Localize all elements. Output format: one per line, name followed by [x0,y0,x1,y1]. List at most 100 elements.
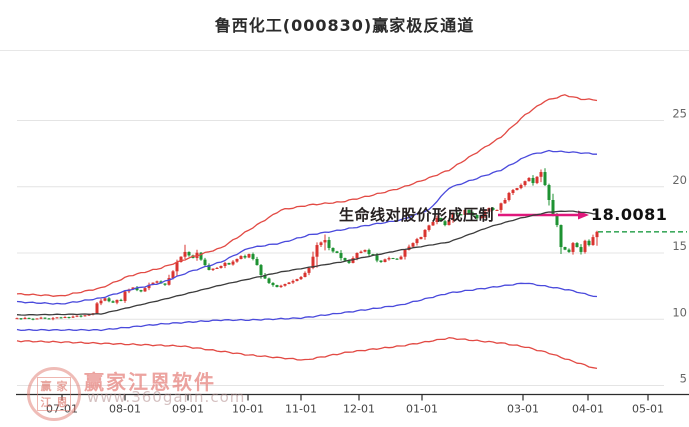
candle-up [315,245,319,257]
candle-down [379,260,383,263]
candle-down [271,282,275,286]
candle-up [403,249,407,257]
candle-up [519,185,523,189]
candle-down [31,318,35,320]
candle-up [299,276,303,280]
candle-up [167,278,171,285]
candle-up [143,288,147,292]
candle-up [231,261,235,265]
x-axis-tick-label: 11-01 [285,403,317,416]
y-axis-tick-label: 25 [672,107,687,121]
candle-down [263,274,267,279]
candle-down [491,207,495,210]
life-line-value-label: 18.0081 [591,205,668,224]
candle-up [411,243,415,247]
candle-up [151,282,155,285]
candle-up [39,317,43,319]
candle-down [547,185,551,200]
x-axis-tick-label: 12-01 [343,403,375,416]
seal-stamp-icon: 赢 家 江 恩 [27,367,81,421]
candle-down [163,283,167,285]
candle-up [63,316,67,318]
candle-down [475,214,479,219]
candle-down [375,255,379,261]
x-axis-tick-label: 08-01 [109,403,141,416]
candle-down [443,221,447,226]
channel-lines-layer [16,94,598,370]
candle-up [511,190,515,193]
candle-up [499,203,503,210]
candle-down [391,258,395,260]
candle-down [107,298,111,302]
candle-down [567,249,571,252]
candle-up [183,251,187,257]
candle-down [259,265,263,275]
candle-down [579,247,583,252]
y-axis-tick-label: 5 [680,372,687,386]
candle-up [323,240,327,243]
candle-up [171,271,175,279]
inner-upper-band [16,149,597,305]
candle-up [55,317,59,319]
candle-up [591,237,595,246]
candle-down [227,262,231,265]
candle-down [551,200,555,215]
candle-down [67,316,71,318]
candle-up [155,281,159,283]
life-line [16,210,598,316]
candle-down [555,214,559,226]
candle-up [351,258,355,263]
candle-up [319,242,323,246]
grid-layer: 25 20 15 10 5 [17,107,687,386]
candle-down [135,287,139,291]
candle-up [103,298,107,301]
candle-down [531,178,535,184]
page-title: 鲁西化工(000830)赢家极反通道 [214,16,475,35]
candle-down [559,225,563,248]
x-axis-tick-label: 10-01 [232,403,264,416]
candle-down [587,240,591,246]
candle-down [43,317,47,319]
candle-up [463,209,467,215]
candle-down [459,214,463,216]
candle-up [99,300,103,304]
seal-char: 家 [56,379,68,393]
candle-down [467,209,471,213]
y-axis-tick-label: 20 [672,173,687,187]
watermark-brand: 赢家江恩软件 [84,370,216,394]
candle-up [23,317,27,319]
candle-up [123,291,127,301]
candle-up [223,262,227,266]
candle-down [119,299,123,301]
candle-up [427,225,431,230]
inner-lower-band [16,282,598,332]
candle-down [327,240,331,248]
candle-up [211,268,215,270]
candle-up [431,221,435,226]
candle-up [147,284,151,289]
x-axis-tick-label: 09-01 [172,403,204,416]
candle-up [419,236,423,240]
candle-up [279,285,283,288]
candle-up [179,256,183,263]
candle-down [251,254,255,259]
x-axis-tick-label: 03-01 [507,403,539,416]
candle-up [363,249,367,252]
candle-up [447,220,451,226]
candle-up [291,280,295,283]
candle-up [35,318,39,320]
candle-down [19,318,23,320]
candle-down [139,290,143,292]
candle-up [479,215,483,219]
candle-up [95,303,99,314]
candle-up [283,284,287,286]
seal-char: 恩 [56,395,68,409]
candle-down [575,243,579,248]
pressure-annotation-label: 生命线对股价形成压制 [339,206,495,224]
candle-up [571,243,575,252]
candle-down [395,258,399,260]
candle-up [215,267,219,269]
y-axis-tick-label: 10 [672,305,687,319]
candle-down [27,317,31,319]
